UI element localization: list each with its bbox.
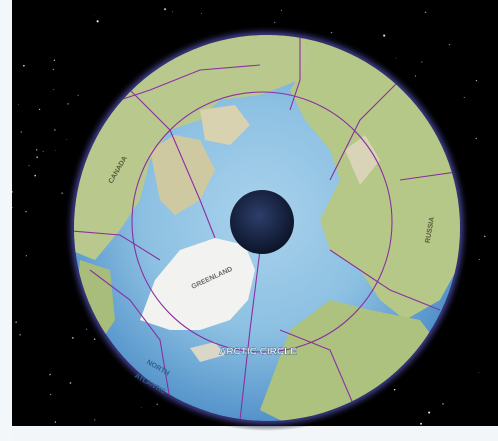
star xyxy=(54,421,57,423)
star xyxy=(421,61,423,63)
land-iceland xyxy=(190,342,225,362)
star xyxy=(34,174,37,177)
side-panel xyxy=(0,0,12,441)
star xyxy=(20,131,23,133)
star xyxy=(280,9,283,11)
star xyxy=(448,44,451,46)
star xyxy=(61,192,64,195)
star xyxy=(442,403,444,405)
star xyxy=(273,21,276,24)
star xyxy=(330,31,333,34)
star xyxy=(25,255,27,257)
star xyxy=(428,411,431,414)
star xyxy=(478,372,480,373)
star xyxy=(393,388,396,391)
star xyxy=(49,373,51,376)
pole-cap xyxy=(230,190,294,254)
star xyxy=(93,15,95,17)
star xyxy=(395,57,397,59)
star xyxy=(42,151,44,152)
star xyxy=(478,258,480,261)
star xyxy=(15,321,17,323)
star xyxy=(463,96,465,99)
star xyxy=(49,374,50,376)
star xyxy=(50,394,52,396)
land-greenland xyxy=(140,238,255,330)
star xyxy=(53,59,55,61)
star xyxy=(53,89,55,91)
star xyxy=(420,422,422,425)
star xyxy=(71,336,74,339)
star xyxy=(414,75,417,77)
star xyxy=(86,328,88,330)
star xyxy=(156,403,158,405)
star xyxy=(25,211,27,213)
star xyxy=(38,108,41,111)
star xyxy=(77,94,79,97)
label-arctic-circle: ARCTIC CIRCLE xyxy=(219,347,297,358)
star xyxy=(67,103,69,105)
label-country: RUSSIA xyxy=(425,216,436,243)
star xyxy=(475,137,477,140)
star xyxy=(383,34,386,37)
star xyxy=(11,206,13,209)
star xyxy=(66,139,68,141)
star xyxy=(19,334,21,336)
star xyxy=(141,407,142,408)
star xyxy=(54,129,56,131)
star xyxy=(36,156,38,158)
star xyxy=(483,235,486,238)
star xyxy=(36,149,38,151)
star xyxy=(96,20,99,23)
star xyxy=(11,191,13,193)
star xyxy=(172,11,174,13)
star xyxy=(475,79,478,82)
land-arctic-islands xyxy=(150,135,215,215)
star xyxy=(52,68,55,71)
star xyxy=(93,338,96,340)
stars xyxy=(11,8,486,425)
star xyxy=(201,13,202,15)
land-islands xyxy=(200,105,250,145)
star xyxy=(55,149,56,151)
star xyxy=(163,8,167,11)
star xyxy=(94,419,96,421)
star xyxy=(69,382,72,384)
star xyxy=(18,104,19,105)
star xyxy=(424,11,427,14)
land-novaya-zemlya xyxy=(345,135,380,185)
star xyxy=(22,64,25,67)
star xyxy=(28,165,30,167)
